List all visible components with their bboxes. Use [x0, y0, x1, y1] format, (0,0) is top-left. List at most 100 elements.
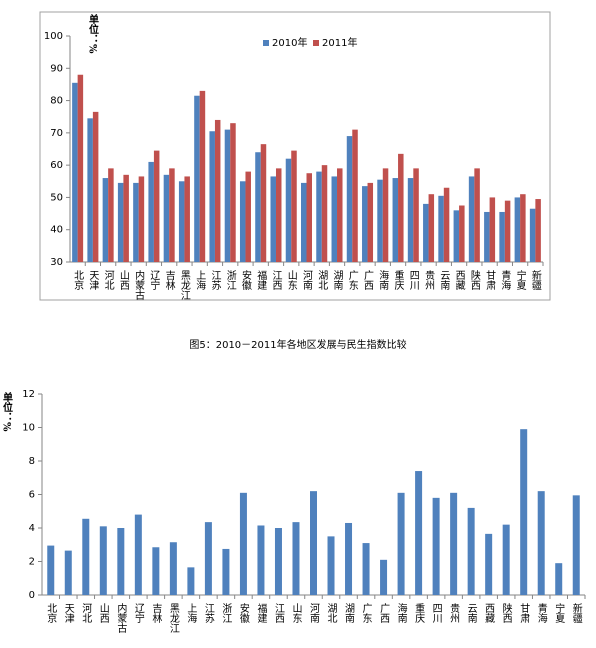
x-tick-label: 江苏: [209, 270, 221, 291]
y-tick-label: 30: [50, 257, 63, 268]
legend-label: 2010年: [272, 36, 307, 49]
bar: [87, 118, 93, 262]
y-tick-label: 10: [22, 423, 35, 434]
bar: [407, 178, 414, 262]
x-tick-label: 北京: [45, 603, 57, 624]
bar: [310, 491, 317, 595]
x-tick-label: 湖南: [343, 603, 355, 623]
x-tick-label: 湖南: [331, 270, 343, 290]
x-tick-label: 陕西: [500, 602, 512, 623]
bar: [255, 152, 261, 262]
bar: [92, 111, 99, 262]
bar: [199, 90, 206, 262]
bar: [72, 82, 78, 262]
bar: [108, 168, 114, 262]
bar: [450, 492, 458, 595]
bar: [153, 150, 160, 262]
bar: [484, 211, 490, 262]
bar: [346, 136, 353, 262]
x-tick-label: 海南: [377, 269, 389, 290]
bar: [392, 178, 399, 262]
x-tick-label: 贵州: [423, 269, 435, 290]
x-tick-label: 四川: [430, 603, 442, 623]
bar: [133, 182, 139, 262]
bar: [134, 514, 142, 595]
bar: [380, 559, 388, 595]
bar: [438, 195, 444, 262]
legend-swatch: [263, 40, 269, 46]
bar: [47, 545, 55, 595]
y-tick-label: 8: [29, 456, 35, 467]
bar: [453, 210, 460, 262]
bar: [285, 158, 292, 262]
x-tick-label: 宁夏: [553, 602, 565, 623]
x-tick-label: 广东: [346, 270, 358, 290]
x-tick-label: 安徽: [239, 269, 251, 291]
x-tick-label: 安徽: [237, 602, 249, 624]
x-tick-label: 河南: [301, 270, 313, 290]
bar: [260, 144, 267, 262]
bar: [535, 199, 541, 262]
bar: [209, 131, 215, 262]
bar: [423, 203, 429, 262]
x-tick-label: 宁夏: [514, 269, 526, 290]
y-tick-label: 4: [29, 523, 35, 534]
x-tick-label: 浙江: [220, 603, 232, 623]
bar: [432, 497, 440, 595]
x-tick-label: 陕西: [468, 269, 480, 290]
x-tick-label: 福建: [255, 269, 267, 290]
x-tick-label: 北京: [72, 270, 84, 291]
bar: [99, 526, 107, 595]
bar: [398, 153, 404, 262]
bar: [321, 165, 328, 262]
y-tick-label: 60: [50, 160, 63, 171]
bar: [555, 563, 563, 595]
bar: [474, 168, 480, 262]
y-tick-label: 40: [50, 225, 63, 236]
bar: [270, 176, 276, 262]
bar: [214, 119, 221, 262]
bar: [537, 491, 545, 595]
bar: [529, 208, 536, 262]
x-tick-label: 湖北: [316, 270, 328, 290]
bar: [245, 171, 251, 262]
bar: [138, 176, 145, 262]
bar: [415, 471, 423, 595]
legend-swatch: [313, 40, 319, 46]
x-tick-label: 新疆: [570, 602, 582, 624]
bar: [367, 182, 374, 262]
x-tick-label: 内蒙古: [133, 269, 145, 301]
bar: [148, 161, 154, 262]
x-tick-label: 上海: [185, 603, 197, 624]
bar: [275, 168, 282, 262]
x-tick-label: 西藏: [483, 603, 495, 624]
bar: [230, 123, 236, 263]
bar: [459, 205, 465, 262]
bar: [331, 176, 338, 262]
bar: [102, 178, 109, 262]
y-tick-label: 100: [44, 31, 63, 42]
x-tick-label: 河北: [102, 270, 114, 290]
bar: [489, 197, 496, 262]
x-tick-label: 海南: [395, 602, 407, 623]
bar: [443, 187, 450, 262]
x-tick-label: 河北: [80, 603, 92, 623]
x-tick-label: 辽宁: [148, 270, 160, 290]
bar: [362, 543, 370, 595]
bar: [77, 74, 84, 262]
x-tick-label: 山东: [285, 270, 297, 290]
x-tick-label: 云南: [465, 603, 477, 623]
y-tick-label: 70: [50, 128, 63, 139]
x-tick-label: 山东: [290, 603, 302, 623]
bar: [485, 533, 493, 595]
x-tick-label: 江西: [272, 603, 284, 623]
x-tick-label: 辽宁: [132, 603, 144, 623]
x-tick-label: 天津: [62, 603, 74, 624]
bar: [274, 528, 282, 595]
bar: [117, 528, 125, 595]
bar: [123, 174, 129, 262]
chart-frame: [39, 11, 551, 301]
x-tick-label: 甘肃: [484, 269, 496, 291]
bar: [187, 567, 195, 595]
bar: [468, 176, 475, 262]
